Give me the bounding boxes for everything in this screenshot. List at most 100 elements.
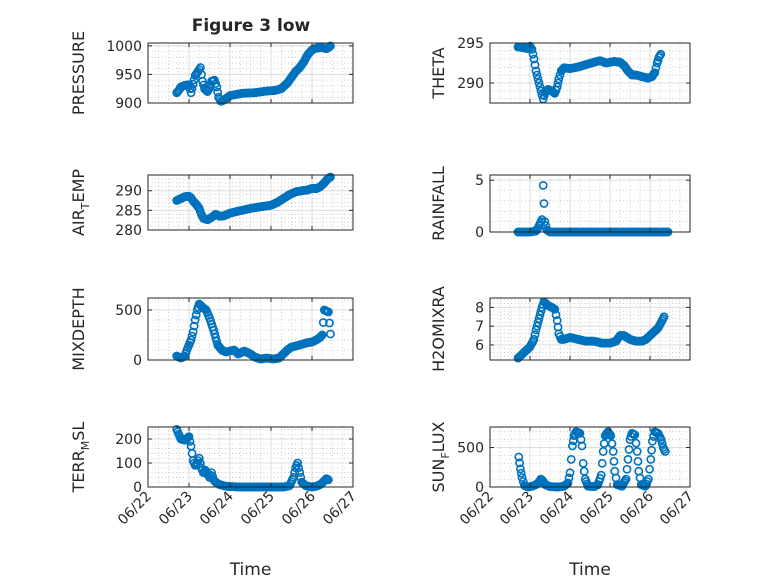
data-point xyxy=(656,435,666,445)
data-point xyxy=(645,464,654,474)
data-point xyxy=(530,330,540,340)
data-point xyxy=(210,329,220,339)
y-axis-label: TERRMSL xyxy=(69,422,92,494)
data-point xyxy=(566,454,576,464)
data-point xyxy=(632,447,642,456)
data-point xyxy=(189,321,199,331)
data-point xyxy=(535,82,545,92)
data-point xyxy=(538,180,548,190)
data-point xyxy=(606,431,616,441)
data-point xyxy=(623,454,633,464)
y-axis-label: H2OMIXRA xyxy=(429,286,448,372)
subplot-2: 290 295 THETA xyxy=(429,36,691,104)
data-point xyxy=(212,82,222,92)
x-tick-label: 06/27 xyxy=(657,489,697,529)
data-point xyxy=(187,84,197,93)
data-point xyxy=(326,41,335,51)
data-point xyxy=(596,470,606,480)
y-tick-label: 0 xyxy=(133,353,142,369)
data-point xyxy=(533,74,543,84)
y-tick-label: 0 xyxy=(475,480,484,496)
data-point xyxy=(528,49,538,59)
y-axis-label: THETA xyxy=(429,47,448,99)
data-point xyxy=(565,468,575,478)
data-point xyxy=(578,458,588,468)
x-tick-label: 06/25 xyxy=(238,489,278,529)
data-point xyxy=(209,325,218,335)
data-point xyxy=(186,88,196,98)
data-point xyxy=(191,310,201,320)
data-point xyxy=(527,45,537,54)
subplot-3: 280 285 290 AIRTEMP xyxy=(69,169,354,239)
data-point xyxy=(514,452,524,462)
data-point xyxy=(568,441,577,451)
y-axis-label: SUNFLUX xyxy=(429,421,452,492)
data-point xyxy=(516,468,526,478)
subplot-4: 0 5 RAINFALL xyxy=(429,166,691,241)
data-series xyxy=(172,299,335,364)
data-point xyxy=(323,307,333,317)
y-axis-label: MIXDEPTH xyxy=(69,287,88,370)
data-point xyxy=(621,474,631,484)
data-point xyxy=(530,60,540,70)
data-point xyxy=(608,447,618,456)
data-point xyxy=(531,66,541,76)
data-point xyxy=(211,333,221,342)
data-point xyxy=(515,458,524,468)
data-point xyxy=(598,447,608,456)
y-tick-label: 900 xyxy=(115,96,142,112)
data-point xyxy=(316,331,326,341)
y-tick-label: 500 xyxy=(115,303,142,319)
data-point xyxy=(622,464,632,474)
data-point xyxy=(609,456,619,466)
data-point xyxy=(659,312,669,322)
y-tick-label: 290 xyxy=(115,184,142,200)
data-point xyxy=(630,430,640,440)
data-point xyxy=(577,441,587,451)
data-point xyxy=(516,464,525,474)
data-series xyxy=(513,180,673,237)
y-tick-label: 0 xyxy=(475,225,484,241)
data-point xyxy=(607,439,617,448)
data-point xyxy=(201,85,210,95)
y-axis-label: PRESSURE xyxy=(69,31,88,115)
data-point xyxy=(294,463,304,473)
y-tick-label: 280 xyxy=(115,223,142,239)
axes-frame xyxy=(147,426,354,488)
data-point xyxy=(190,315,200,325)
data-point xyxy=(648,436,657,446)
axes-frame xyxy=(489,174,691,233)
data-point xyxy=(631,438,641,448)
data-point xyxy=(660,447,670,456)
y-tick-label: 100 xyxy=(115,456,142,472)
data-point xyxy=(646,454,656,464)
data-point xyxy=(326,329,335,339)
y-tick-label: 290 xyxy=(457,76,484,92)
figure-title: Figure 3 low xyxy=(192,16,311,36)
data-point xyxy=(318,318,328,327)
data-series xyxy=(513,297,669,363)
subplot-1: 900 950 1000 PRESSURE xyxy=(69,31,354,115)
data-point xyxy=(517,473,527,482)
data-point xyxy=(532,70,542,80)
axes-frame xyxy=(147,297,354,361)
data-series xyxy=(172,41,335,106)
data-point xyxy=(317,330,327,340)
data-point xyxy=(599,439,609,448)
data-series xyxy=(172,172,335,225)
x-tick-label: 06/26 xyxy=(617,488,657,528)
data-point xyxy=(553,78,563,88)
x-axis-label: Time xyxy=(568,560,611,580)
y-tick-label: 950 xyxy=(115,67,142,83)
data-point xyxy=(564,473,574,483)
axes-frame xyxy=(489,297,691,361)
y-tick-label: 7 xyxy=(475,319,484,335)
data-point xyxy=(552,82,562,92)
y-tick-label: 5 xyxy=(475,173,484,189)
data-point xyxy=(539,199,549,208)
data-point xyxy=(551,310,561,320)
y-tick-label: 6 xyxy=(475,338,484,354)
